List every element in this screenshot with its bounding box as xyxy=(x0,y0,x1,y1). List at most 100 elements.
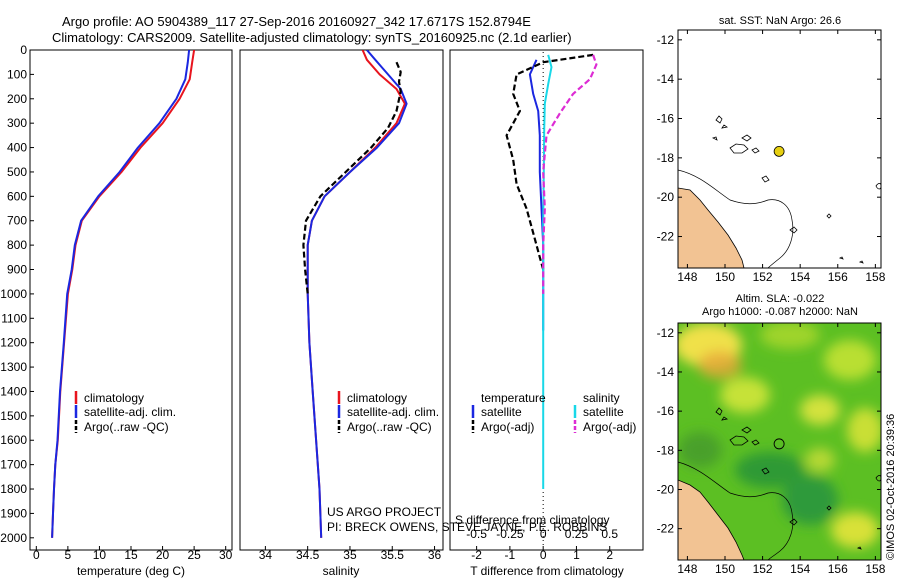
temperature-xlabel: temperature (deg C) xyxy=(77,564,185,578)
sst-map-frame xyxy=(677,29,882,269)
header-line-1: Argo profile: AO 5904389_117 27-Sep-2016… xyxy=(62,14,531,29)
depth-tick-label: 0 xyxy=(20,43,27,57)
salinity-difference-axis: -0.5 -0.25 0 0.25 0.5 xyxy=(466,527,618,541)
salinity-tick-label: 34 xyxy=(259,548,273,562)
lat-tick-label: -20 xyxy=(657,482,675,496)
temperature-tick-label: 10 xyxy=(93,548,107,562)
salinity-diff-tick-label: 0 xyxy=(540,527,547,541)
series-line-satellite-adj-clim- xyxy=(51,50,191,538)
lon-tick-label: 158 xyxy=(865,270,885,284)
temperature-tick-label: 0 xyxy=(33,548,40,562)
lat-tick-label: -22 xyxy=(657,230,675,244)
legend-climatology-label: climatology xyxy=(347,391,407,405)
depth-tick-label: 1000 xyxy=(0,287,27,301)
legend-s-argo-label: Argo(-adj) xyxy=(583,420,636,434)
salinity-diff-tick-label: 0.25 xyxy=(565,527,589,541)
argo-position-marker xyxy=(773,438,785,450)
sla-map-frame xyxy=(677,322,882,561)
sla-map-axes: 148 150 152 154 156 158 -12 -14 -16 -18 -20 -22 xyxy=(657,323,886,576)
reef-islands xyxy=(715,407,881,550)
legend-satellite-label: satellite-adj. clim. xyxy=(347,405,439,419)
temperature-tick-label: 25 xyxy=(187,548,201,562)
imos-credit: ©IMOS 02-Oct-2016 20:39:36 xyxy=(885,414,897,560)
difference-panel: -2 -1 0 1 2 -0.5 -0.25 0 0.25 0.5 S difference f… xyxy=(449,49,644,578)
salinity-diff-tick-label: 0.5 xyxy=(601,527,618,541)
header-line-2: Climatology: CARS2009. Satellite-adjuste… xyxy=(52,30,572,45)
lon-tick-label: 150 xyxy=(715,270,735,284)
sla-map-title-2: Argo h1000: -0.087 h2000: NaN xyxy=(702,306,858,318)
difference-tick-label: 0 xyxy=(540,548,547,562)
sla-map: Altim. SLA: -0.022 Argo h1000: -0.087 h2… xyxy=(657,293,886,576)
island-east xyxy=(875,182,881,190)
difference-legend: temperature salinity satellite Argo(-adj… xyxy=(471,391,636,434)
series-line-climatology xyxy=(51,50,196,538)
salinity-x-axis: 34 34.5 35 35.5 36 xyxy=(259,546,442,562)
australia-land xyxy=(678,479,745,560)
depth-tick-label: 1700 xyxy=(0,458,27,472)
difference-axes-box xyxy=(449,49,644,551)
sst-map-axes: 148 150 152 154 156 158 -12 -14 -16 -18 -20 -22 xyxy=(657,30,886,284)
sst-map-title: sat. SST: NaN Argo: 26.6 xyxy=(719,15,841,27)
lat-tick-label: -14 xyxy=(657,72,675,86)
australia-land xyxy=(678,187,745,268)
salinity-xlabel: salinity xyxy=(323,564,360,578)
shelf-contour xyxy=(678,461,794,560)
lon-tick-label: 148 xyxy=(677,270,697,284)
temperature-tick-label: 5 xyxy=(65,548,72,562)
depth-tick-label: 200 xyxy=(7,92,27,106)
lon-tick-label: 148 xyxy=(677,562,697,576)
series-line-t-satellite xyxy=(528,59,545,331)
salinity-tick-label: 36 xyxy=(428,548,442,562)
difference-tick-label: -1 xyxy=(505,548,516,562)
legend-argo-label: Argo(..raw -QC) xyxy=(347,420,432,434)
lon-tick-label: 158 xyxy=(865,562,885,576)
sla-map-content xyxy=(678,323,881,560)
legend-t-argo-label: Argo(-adj) xyxy=(481,420,534,434)
temperature-tick-label: 15 xyxy=(124,548,138,562)
depth-tick-label: 1100 xyxy=(1,311,27,325)
series-line-satellite-adj-clim- xyxy=(306,50,408,538)
shelf-contour xyxy=(678,169,794,268)
salinity-axes-box xyxy=(239,49,444,551)
lat-tick-label: -20 xyxy=(657,190,675,204)
lon-tick-label: 152 xyxy=(753,270,773,284)
depth-tick-label: 1300 xyxy=(0,360,27,374)
difference-tick-label: -2 xyxy=(471,548,482,562)
temperature-tick-label: 30 xyxy=(219,548,233,562)
depth-tick-label: 1800 xyxy=(0,482,27,496)
lat-tick-label: -22 xyxy=(657,522,675,536)
depth-tick-label: 800 xyxy=(7,238,27,252)
salinity-diff-tick-label: -0.25 xyxy=(496,527,524,541)
depth-tick-label: 300 xyxy=(7,116,27,130)
lat-tick-label: -18 xyxy=(657,151,675,165)
difference-tick-label: 2 xyxy=(606,548,613,562)
lon-tick-label: 150 xyxy=(715,562,735,576)
depth-tick-label: 1600 xyxy=(0,433,27,447)
legend-title-salinity: salinity xyxy=(583,391,620,405)
depth-tick-label: 1900 xyxy=(0,506,27,520)
salinity-legend: climatology satellite-adj. clim. Argo(..… xyxy=(337,391,439,434)
salinity-diff-xlabel: S difference from climatology xyxy=(455,513,610,527)
sst-map-content xyxy=(678,30,881,268)
depth-axis: 0 100 200 300 400 500 600 700 800 900 1000 1100 1200… xyxy=(0,43,34,545)
salinity-tick-label: 35 xyxy=(343,548,357,562)
legend-title-temperature: temperature xyxy=(481,391,546,405)
lat-tick-label: -16 xyxy=(657,404,675,418)
lon-tick-label: 156 xyxy=(828,562,848,576)
sla-map-title-1: Altim. SLA: -0.022 xyxy=(736,293,825,305)
sla-anomaly-field xyxy=(678,323,881,548)
depth-tick-label: 900 xyxy=(7,263,27,277)
legend-argo-label: Argo(..raw -QC) xyxy=(84,420,169,434)
lon-tick-label: 154 xyxy=(790,562,810,576)
series-line-s-satellite xyxy=(542,54,553,489)
depth-tick-label: 1200 xyxy=(0,336,27,350)
legend-s-satellite-label: satellite xyxy=(583,405,624,419)
temperature-series xyxy=(51,50,196,538)
credit-project: US ARGO PROJECT xyxy=(327,505,442,519)
series-line-argo-raw-qc- xyxy=(302,61,402,295)
reef-islands xyxy=(711,115,864,264)
lat-tick-label: -12 xyxy=(657,33,675,47)
legend-climatology-label: climatology xyxy=(84,391,144,405)
series-line-t-argo-adj- xyxy=(505,53,594,270)
